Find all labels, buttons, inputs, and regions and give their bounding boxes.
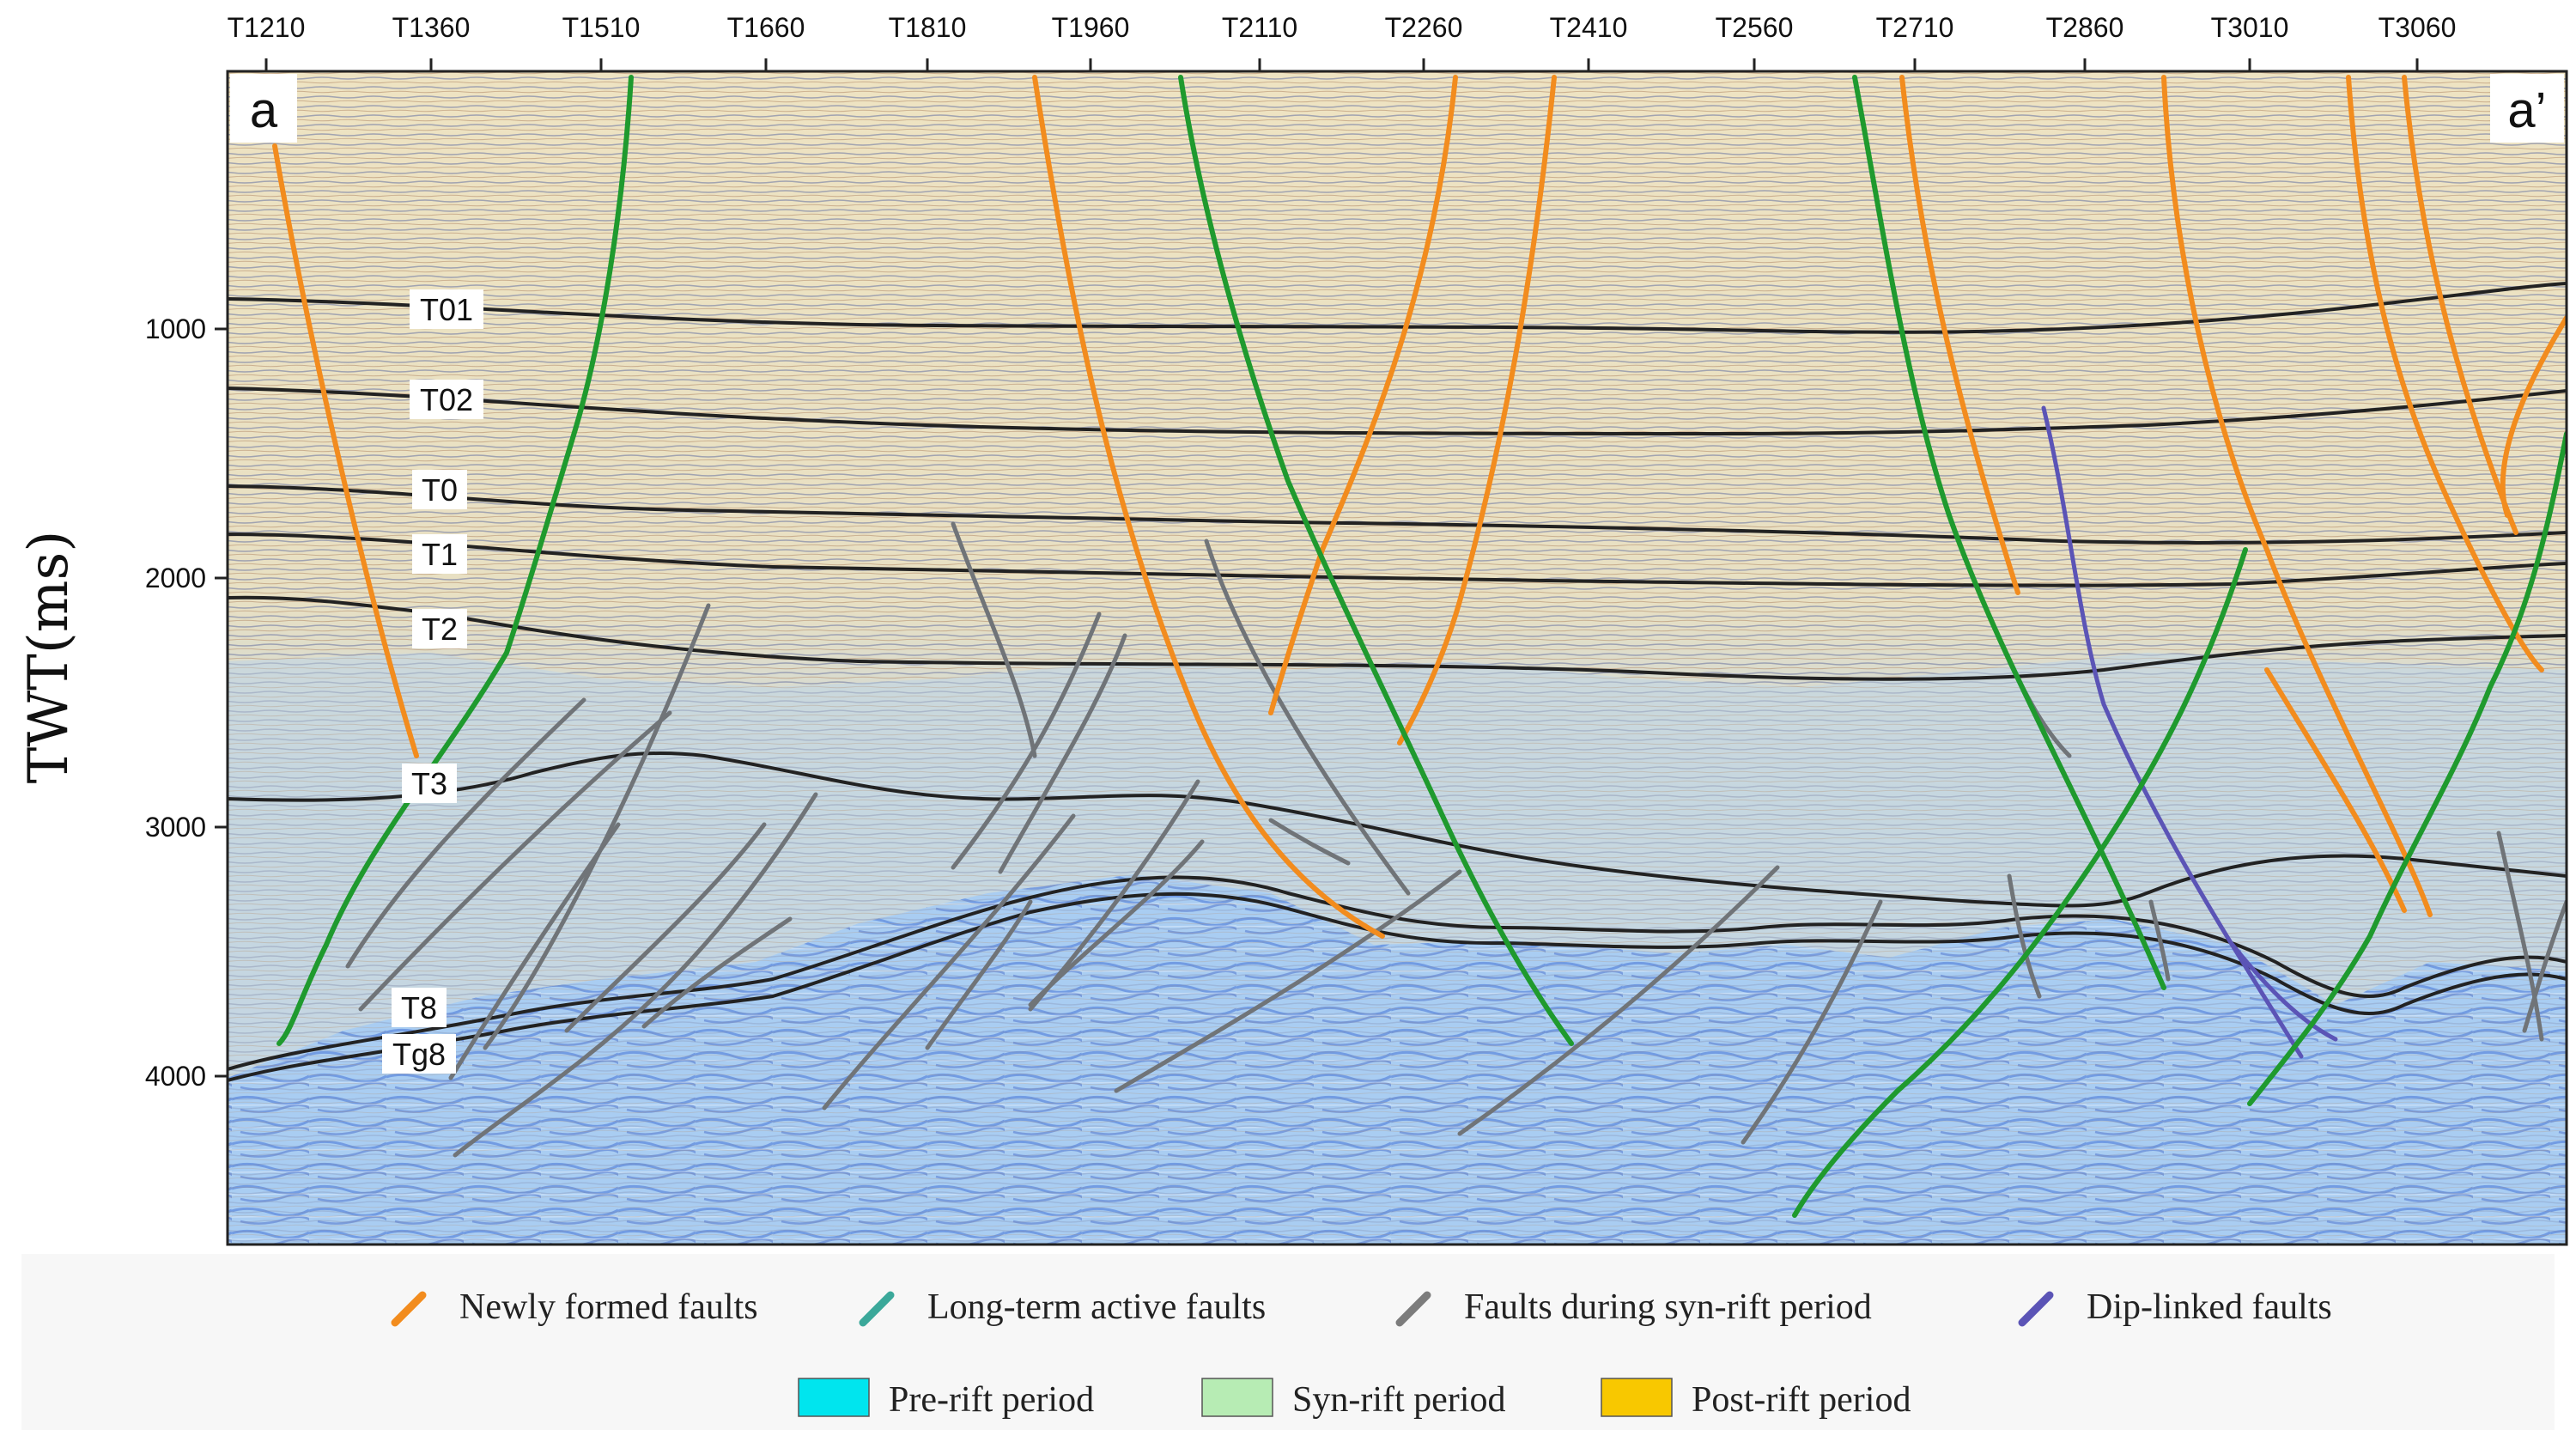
trace-label: T1810 xyxy=(889,12,967,43)
trace-label: T1210 xyxy=(228,12,306,43)
seismic-section-panel xyxy=(228,71,2567,1244)
legend-item-fault: Newly formed faults xyxy=(391,1287,758,1327)
twt-axis: 1000 2000 3000 4000 xyxy=(145,313,228,1092)
legend-item-fault: Faults during syn-rift period xyxy=(1395,1287,1872,1327)
y-axis-title: TWT(ms) xyxy=(17,531,81,784)
horizon-T02 xyxy=(228,386,2567,436)
horizon-labels: T01 T02 T0 T1 T2 T3 T8 Tg8 xyxy=(382,289,483,1074)
corner-label-left: a xyxy=(230,74,297,143)
twt-tick-label: 3000 xyxy=(145,812,206,843)
legend-background xyxy=(21,1254,2555,1430)
svg-text:Tg8: Tg8 xyxy=(392,1037,446,1072)
svg-text:T3: T3 xyxy=(411,766,447,801)
horizon-label-Tg8: Tg8 xyxy=(382,1034,456,1074)
svg-text:T0: T0 xyxy=(422,472,458,508)
legend-item-fault: Long-term active faults xyxy=(859,1287,1266,1327)
trace-label: T3010 xyxy=(2211,12,2289,43)
long-term-active-faults xyxy=(276,75,2567,1218)
trace-label: T1510 xyxy=(562,12,641,43)
horizon-T8 xyxy=(228,875,2567,1071)
legend-item-period: Post-rift period xyxy=(1601,1378,1911,1420)
legend-label: Dip-linked faults xyxy=(2087,1287,2332,1327)
corner-label-right: a’ xyxy=(2490,74,2564,143)
period-swatch xyxy=(1201,1378,1273,1417)
trace-label: T1960 xyxy=(1052,12,1130,43)
horizon-label-T0: T0 xyxy=(412,470,467,509)
period-swatch xyxy=(1601,1378,1673,1417)
orange-fault-stroke-icon xyxy=(391,1291,427,1327)
legend-periods: Pre-rift period Syn-rift period Post-rift … xyxy=(798,1378,1911,1420)
dip-linked-faults xyxy=(2041,405,2338,1059)
legend-item-period: Pre-rift period xyxy=(798,1378,1094,1420)
twt-tick-label: 1000 xyxy=(145,313,206,344)
faults xyxy=(272,75,2567,1218)
horizon-label-T1: T1 xyxy=(412,534,467,574)
twt-tick-label: 2000 xyxy=(145,563,206,593)
purple-fault-stroke-icon xyxy=(2018,1291,2054,1327)
twt-tick-label: 4000 xyxy=(145,1061,206,1092)
trace-label: T2560 xyxy=(1716,12,1794,43)
trace-label: T2860 xyxy=(2046,12,2124,43)
gray-fault-stroke-icon xyxy=(1395,1291,1431,1327)
legend-label: Newly formed faults xyxy=(459,1287,758,1327)
horizon-T0 xyxy=(228,484,2567,545)
horizon-label-T01: T01 xyxy=(410,289,483,329)
trace-label: T2710 xyxy=(1876,12,1954,43)
legend-label: Syn-rift period xyxy=(1292,1380,1505,1420)
legend-label: Post-rift period xyxy=(1692,1380,1911,1420)
svg-text:a: a xyxy=(250,82,278,138)
legend-item-period: Syn-rift period xyxy=(1201,1378,1505,1420)
trace-label: T2110 xyxy=(1222,12,1297,43)
trace-label: T1360 xyxy=(392,12,471,43)
trace-label: T3060 xyxy=(2379,12,2457,43)
horizon-T01 xyxy=(228,282,2567,334)
horizon-label-T2: T2 xyxy=(412,609,467,648)
legend-label: Faults during syn-rift period xyxy=(1464,1287,1872,1327)
legend-faults: Newly formed faults Long-term active faul… xyxy=(391,1287,2332,1327)
legend-item-fault: Dip-linked faults xyxy=(2018,1287,2332,1327)
trace-label: T2260 xyxy=(1385,12,1463,43)
svg-text:T8: T8 xyxy=(401,990,437,1025)
svg-text:T1: T1 xyxy=(422,537,458,572)
legend-label: Pre-rift period xyxy=(889,1380,1094,1420)
svg-text:T2: T2 xyxy=(422,612,458,647)
trace-label: T2410 xyxy=(1550,12,1628,43)
horizon-label-T3: T3 xyxy=(402,764,457,803)
trace-label: T1660 xyxy=(727,12,805,43)
legend-label: Long-term active faults xyxy=(927,1287,1266,1327)
horizon-label-T8: T8 xyxy=(392,988,447,1027)
period-swatch xyxy=(798,1378,870,1417)
horizon-T2 xyxy=(228,595,2567,681)
syn-rift-faults xyxy=(345,521,2567,1158)
horizon-label-T02: T02 xyxy=(410,380,483,419)
trace-axis: T1210 T1360 T1510 T1660 T1810 T1960 T2110 T2260… xyxy=(228,12,2457,71)
teal-fault-stroke-icon xyxy=(859,1291,895,1327)
svg-text:T02: T02 xyxy=(420,382,473,417)
svg-text:a’: a’ xyxy=(2507,82,2546,138)
svg-text:T01: T01 xyxy=(420,292,473,327)
section-frame xyxy=(226,70,2568,1246)
